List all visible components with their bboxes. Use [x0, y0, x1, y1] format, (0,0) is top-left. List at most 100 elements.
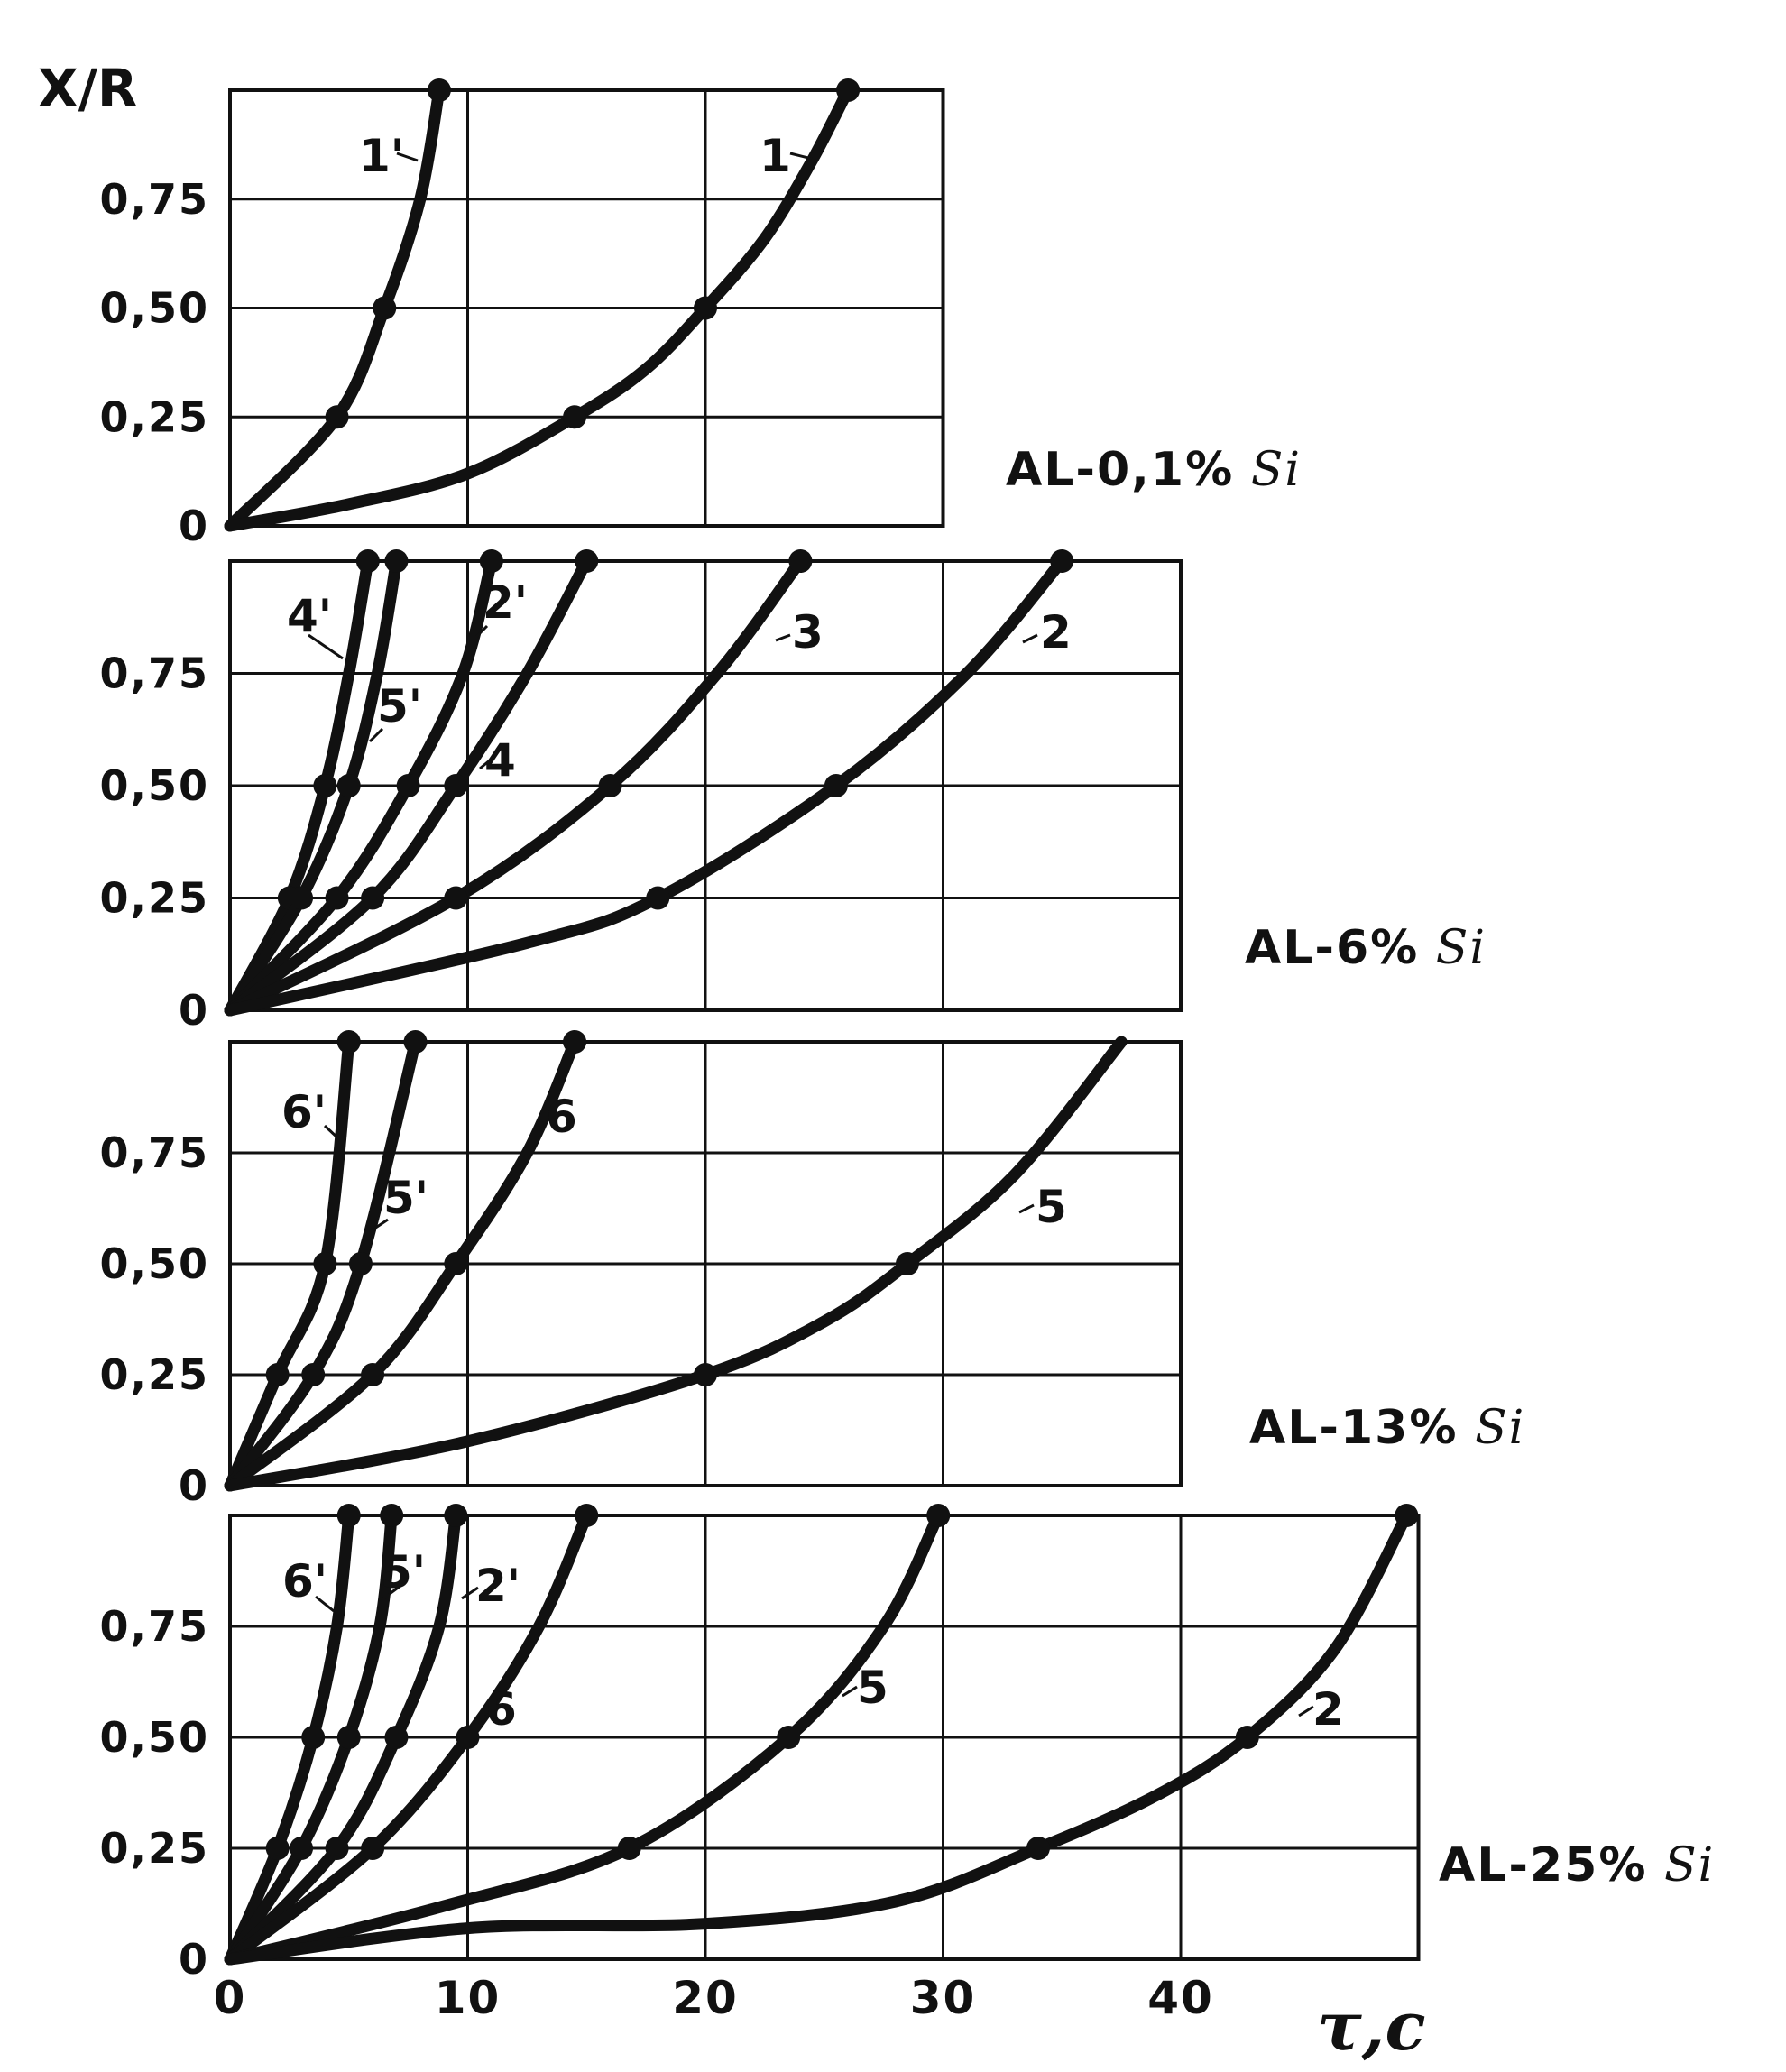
panel-3-curve-2-marker-3 [403, 1030, 428, 1054]
panel-4-curve-2-leader [382, 1584, 401, 1600]
panel-3-label: AL-13% Si [1249, 1401, 1525, 1455]
panel-3-curve-2-label: 5' [383, 1172, 428, 1224]
panel-2-curve-4-label: 4 [484, 734, 516, 787]
panel-3-curve-4-leader [1018, 1203, 1035, 1214]
panel-3-frame [228, 1040, 1183, 1487]
panel-2-curve-6-label: 2 [1040, 606, 1072, 658]
panel-3-ytick-1: 0,25 [100, 1350, 210, 1399]
panel-2-ytick-1: 0,25 [100, 874, 210, 923]
panel-2-curve-1-marker-3 [355, 549, 380, 573]
panel-2-curve-6-leader [1022, 633, 1038, 644]
panel-3-curve-4-marker-2 [895, 1252, 919, 1275]
xtick-1: 10 [435, 1972, 502, 2024]
panel-3-curve-2-marker-2 [348, 1252, 373, 1275]
panel-2-curve-4-marker-3 [575, 549, 599, 573]
x-axis-title: τ,c [1317, 1988, 1426, 2066]
panel-2-label-main: AL-6% [1245, 921, 1419, 975]
panel-4-curve-3-marker-1 [325, 1837, 349, 1860]
panel-3-curve-1-marker-3 [336, 1030, 361, 1054]
panel-4-ytick-3: 0,75 [100, 1602, 210, 1651]
panel-2-ytick-3: 0,75 [100, 649, 210, 698]
panel-1-frame [228, 88, 945, 528]
panel-4-curve-5-marker-2 [777, 1726, 801, 1749]
panel-1-label: AL-0,1% Si [1006, 443, 1302, 497]
panel-2-curve-5-leader [775, 633, 791, 642]
panel-1-ytick-2: 0,50 [100, 284, 210, 333]
panel-2-curve-6-marker-2 [824, 774, 848, 797]
panel-3-ytick-2: 0,50 [100, 1239, 210, 1288]
panel-2-label-si: Si [1419, 921, 1487, 975]
panel-4-curve-6 [224, 1509, 1413, 1966]
panel-1-ytick-3: 0,75 [100, 175, 210, 224]
panel-4-curve-4-marker-3 [575, 1504, 599, 1527]
panel-3-curve-2-marker-1 [301, 1363, 326, 1386]
panel-2-curve-5-label: 3 [792, 606, 824, 658]
panel-4-curve-6-label: 2 [1312, 1683, 1344, 1736]
panel-4-curve-5-marker-3 [926, 1504, 951, 1527]
panel-1-curve-2-marker-1 [563, 405, 587, 429]
panel-1-curve-2-marker-2 [694, 296, 717, 320]
xtick-2: 20 [672, 1972, 739, 2024]
panel-2-curve-2-leader [368, 727, 384, 743]
panel-4-curve-3-label: 2' [475, 1560, 520, 1612]
panel-3-ytick-0: 0 [179, 1461, 209, 1510]
panel-4-curve-3-leader [461, 1586, 479, 1600]
panel-4-curve-5-label: 5 [857, 1662, 888, 1714]
panel-2-curve-3-marker-3 [479, 549, 503, 573]
panel-3-curve-3-marker-2 [444, 1252, 468, 1275]
panel-4-curve-5-leader [842, 1685, 858, 1698]
panel-2-curve-1-leader [308, 633, 344, 660]
panel-4-curve-2-label: 5' [381, 1546, 426, 1598]
panel-4-curve-1-leader [315, 1595, 335, 1613]
panel-1-ytick-0: 0 [179, 502, 209, 550]
panel-3-curve-1 [224, 1036, 355, 1492]
panel-3-curve-3-marker-3 [563, 1030, 587, 1054]
panel-3-curve-3-leader [535, 1117, 551, 1129]
panel-2-label: AL-6% Si [1245, 921, 1487, 975]
grid-layer [228, 88, 1421, 1961]
panel-3-label-main: AL-13% [1249, 1401, 1458, 1455]
panel-2-curve-5-marker-3 [788, 549, 813, 573]
panel-3-curve-4-marker-1 [694, 1363, 717, 1386]
panel-3-label-si: Si [1458, 1401, 1525, 1455]
panel-4-curve-1-label: 6' [282, 1555, 327, 1607]
panel-2-curve-3-label: 2' [483, 576, 528, 629]
panel-2-curve-6-marker-3 [1050, 549, 1074, 573]
panel-4-ytick-1: 0,25 [100, 1824, 210, 1873]
panel-2-curve-3-marker-1 [325, 886, 349, 910]
panel-4-curve-2-marker-3 [380, 1504, 404, 1527]
panel-3-curve-2-leader [371, 1218, 389, 1232]
panel-4-ytick-0: 0 [179, 1935, 209, 1984]
panel-3-curve-3-marker-1 [361, 1363, 385, 1386]
panel-4-curve-3-marker-3 [444, 1504, 468, 1527]
xtick-0: 0 [214, 1972, 247, 2024]
y-axis-title: X/R [38, 58, 138, 119]
panel-3-curve-3-label: 6 [546, 1091, 577, 1143]
panel-4-curve-3-marker-2 [384, 1726, 409, 1749]
panel-4-ytick-2: 0,50 [100, 1713, 210, 1762]
panel-4-label: AL-25% Si [1439, 1838, 1715, 1892]
panel-4-curve-6-marker-3 [1395, 1504, 1419, 1527]
panel-2-curve-5 [224, 555, 806, 1017]
panel-3-curve-4 [224, 1036, 1128, 1492]
curves-layer [224, 78, 1419, 1966]
panel-4-curve-4-leader [475, 1712, 491, 1725]
panel-1-label-si: Si [1234, 443, 1302, 497]
panel-4-curve-6-marker-1 [1026, 1837, 1050, 1860]
panel-2-curve-3-marker-2 [396, 774, 420, 797]
panel-3-ytick-3: 0,75 [100, 1128, 210, 1177]
panel-4-curve-5-marker-1 [617, 1837, 641, 1860]
panel-4-label-si: Si [1647, 1838, 1715, 1892]
panel-1-curve-1-leader [396, 152, 419, 162]
panel-4-curve-5 [224, 1509, 944, 1966]
panel-2-curve-1-marker-2 [313, 774, 337, 797]
panel-1-curve-1-marker-2 [373, 296, 397, 320]
panel-1-curve-2-leader [789, 152, 813, 161]
panel-4-curve-4-marker-1 [361, 1837, 385, 1860]
panel-3-curve-1-marker-2 [313, 1252, 337, 1275]
panel-2-ytick-2: 0,50 [100, 761, 210, 810]
xtick-3: 30 [910, 1972, 977, 2024]
panel-1-curve-2-marker-3 [836, 78, 861, 102]
panel-4-curve-2-marker-1 [290, 1837, 314, 1860]
